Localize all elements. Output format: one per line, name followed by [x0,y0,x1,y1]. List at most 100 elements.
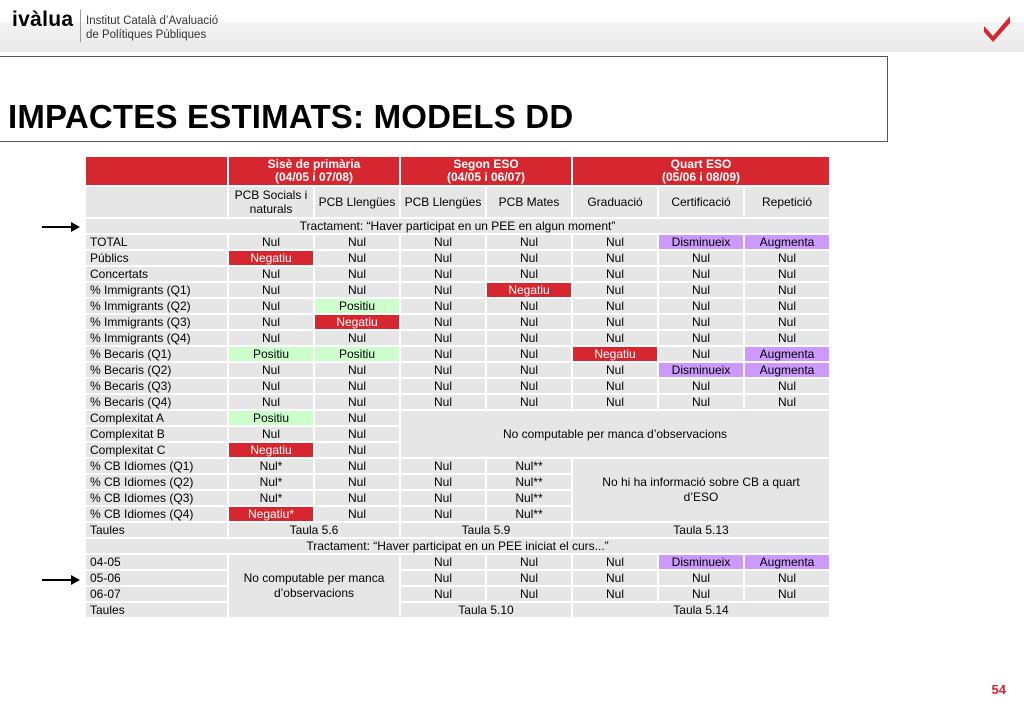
result-cell: Nul [659,331,743,345]
result-cell: Negatiu [229,443,313,457]
result-cell: Nul [315,459,399,473]
result-cell: Nul [229,283,313,297]
result-cell: Disminueix [659,235,743,249]
table-row: % CB Idiomes (Q2) Nul* Nul Nul Nul** [86,475,829,489]
group-period: (04/05 i 06/07) [446,170,526,184]
result-cell: Nul [745,587,829,601]
group-header: Segon ESO (04/05 i 06/07) [401,157,571,185]
result-cell: Nul [573,331,657,345]
row-label: TOTAL [86,235,227,249]
table-row: % Immigrants (Q2) Nul Positiu Nul Nul Nul Nul N… [86,299,829,313]
group-title: Sisè de primària [267,157,361,171]
table-reference: Taula 5.14 [573,603,829,617]
result-cell: Nul [487,347,571,361]
arrow-treatment1-icon [42,222,80,232]
result-cell: Nul [659,251,743,265]
table-reference: Taula 5.6 [229,523,399,537]
result-cell: Nul [401,555,485,569]
result-cell: Nul [401,315,485,329]
arrow-treatment2-icon [42,575,80,585]
result-cell: Nul [315,283,399,297]
result-cell: Nul [487,363,571,377]
subheader-cell: Repetició [745,187,829,217]
result-cell: Nul [573,235,657,249]
result-cell: Nul** [487,459,571,473]
result-cell: Nul [401,347,485,361]
result-cell: Nul [401,587,485,601]
row-label: Taules [86,603,227,617]
result-cell: Nul [573,395,657,409]
result-cell: Nul [745,379,829,393]
impacts-table: Sisè de primària (04/05 i 07/08) Segon ESO… [84,155,831,619]
row-label: 05-06 [86,571,227,585]
result-cell: Nul [229,379,313,393]
logo-divider [80,10,81,42]
result-cell: Nul [745,267,829,281]
result-cell: Nul [229,395,313,409]
result-cell: Nul [229,267,313,281]
group-period: (04/05 i 07/08) [274,170,354,184]
row-label: % CB Idiomes (Q3) [86,491,227,505]
table-row: Complexitat C Negatiu Nul [86,443,829,457]
result-cell: Nul* [229,475,313,489]
subheader-cell: PCB Mates [487,187,571,217]
table-row: % Becaris (Q1) Positiu Positiu Nul Nul Negati… [86,347,829,361]
result-cell: Nul [487,331,571,345]
tables-row: Taules Taula 5.6 Taula 5.9 Taula 5.13 [86,523,829,537]
subheader-cell: PCB Llengües [401,187,485,217]
page-title: IMPACTES ESTIMATS: MODELS DD [8,98,574,135]
result-cell: Nul [401,491,485,505]
table-row: % Immigrants (Q3) Nul Negatiu Nul Nul Nul Nul N… [86,315,829,329]
table-row: % Immigrants (Q4) Nul Nul Nul Nul Nul Nul Nul [86,331,829,345]
group-header: Quart ESO (05/06 i 08/09) [573,157,829,185]
result-cell: Augmenta [745,235,829,249]
result-cell: Nul** [487,475,571,489]
table-row: % CB Idiomes (Q1) Nul* Nul Nul Nul** No hi ha… [86,459,829,521]
institute-name: Institut Català d’Avaluació de Polítique… [86,14,218,42]
table-row: % Becaris (Q3) Nul Nul Nul Nul Nul Nul Nul [86,379,829,393]
institute-line1: Institut Català d’Avaluació [86,15,219,27]
result-cell: Nul [487,555,571,569]
result-cell: Nul [745,315,829,329]
result-cell: Nul [401,283,485,297]
result-cell: Nul** [487,491,571,505]
subheader-cell: PCB Socials i naturals [229,187,313,217]
row-label: % Immigrants (Q1) [86,283,227,297]
no-cb-info-note: No hi ha informació sobre CB a quart d’E… [573,459,829,521]
result-cell: Nul [659,571,743,585]
result-cell: Positiu [315,299,399,313]
table-reference: Taula 5.13 [573,523,829,537]
result-cell: Nul [315,411,399,425]
result-cell: Nul [573,555,657,569]
result-cell: Negatiu [573,347,657,361]
row-label: 06-07 [86,587,227,601]
result-cell: Nul [745,331,829,345]
result-cell: Nul [401,475,485,489]
result-cell: Nul [659,267,743,281]
not-computable-note: No computable per manca d’observacions [401,411,829,457]
result-cell: Nul [573,363,657,377]
result-cell: Negatiu* [229,507,313,521]
result-cell: Nul [229,363,313,377]
result-cell: Nul [315,379,399,393]
tables-row: Taules Taula 5.10 Taula 5.14 [86,603,829,617]
subheader-cell: Graduació [573,187,657,217]
result-cell: Nul [401,379,485,393]
result-cell: Nul [315,251,399,265]
result-cell: Nul [401,395,485,409]
result-cell: Nul [229,299,313,313]
result-cell: Negatiu [487,283,571,297]
table-row: 04-05 No computable per manca d’observaci… [86,555,829,617]
result-cell: Nul [659,395,743,409]
group-header: Sisè de primària (04/05 i 07/08) [229,157,399,185]
result-cell: Disminueix [659,363,743,377]
treatment-label: Tractament: “Haver participat en un PEE … [86,539,829,553]
table-row: Públics Negatiu Nul Nul Nul Nul Nul Nul [86,251,829,265]
result-cell: Nul [315,267,399,281]
result-cell: Nul [487,571,571,585]
table-row: Concertats Nul Nul Nul Nul Nul Nul Nul [86,267,829,281]
table-row: 05-06 Nul Nul Nul Nul Nul [86,571,829,585]
result-cell: Nul [401,571,485,585]
result-cell: Nul [229,235,313,249]
result-cell: Nul [487,587,571,601]
